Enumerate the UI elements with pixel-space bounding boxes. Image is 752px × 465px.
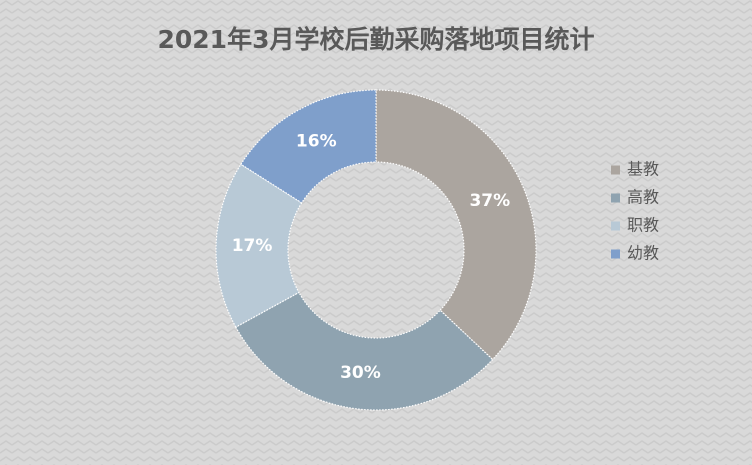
legend-label: 幼教 — [627, 244, 659, 263]
legend-swatch — [611, 165, 620, 175]
donut-slice — [375, 89, 537, 361]
legend-swatch — [611, 221, 620, 231]
donut-slice — [234, 291, 494, 411]
legend-label: 职教 — [627, 216, 659, 235]
data-label: 16% — [296, 131, 337, 151]
legend-swatch — [611, 249, 620, 259]
donut-slice — [240, 89, 377, 204]
legend-label: 基教 — [627, 160, 659, 179]
data-label: 37% — [469, 191, 510, 211]
donut-slice — [215, 163, 303, 328]
data-label: 30% — [340, 363, 381, 383]
data-label: 17% — [232, 236, 273, 256]
legend-swatch — [611, 193, 620, 203]
chart-title: 2021年3月学校后勤采购落地项目统计 — [158, 25, 595, 54]
legend-label: 高教 — [627, 188, 659, 207]
